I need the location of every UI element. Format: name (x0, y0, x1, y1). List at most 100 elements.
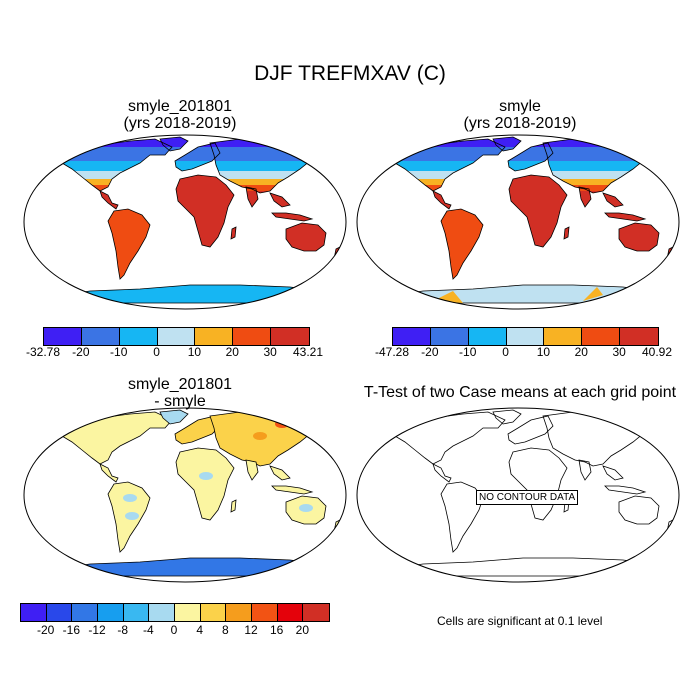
continent-seasia (269, 465, 291, 481)
continent-europe (174, 415, 221, 445)
colorbar-3 (20, 603, 330, 622)
colorbar-swatch (582, 328, 621, 345)
continent-india (245, 459, 259, 481)
colorbar-tick-label: -20 (421, 345, 439, 359)
colorbar-tick-label: 43.21 (292, 345, 324, 359)
colorbar-swatch (21, 604, 47, 621)
colorbar-tick-label: 4 (196, 623, 203, 637)
colorbar-tick-label: 16 (269, 623, 284, 637)
panel-3-map (23, 407, 347, 583)
continent-india (578, 459, 592, 481)
continent-antarctica (49, 284, 321, 304)
continent-madagascar (230, 226, 237, 240)
colorbar-tick-label: 8 (221, 623, 229, 637)
colorbar-swatch (468, 328, 507, 345)
colorbar-tick-label: -16 (62, 623, 80, 637)
continent-australia (618, 222, 660, 252)
colorbar-tick-label: -10 (459, 345, 477, 359)
continent-seasia (602, 465, 624, 481)
continent-camerica (99, 463, 119, 483)
colorbar-swatch (174, 604, 201, 621)
panel-1-title-line1: smyle_201801 (127, 98, 233, 115)
colorbar-swatch (97, 604, 124, 621)
continent-australia (285, 222, 327, 252)
continent-greenland (492, 136, 522, 152)
colorbar-swatch (81, 328, 120, 345)
colorbar-tick-label: -12 (88, 623, 106, 637)
continent-namerica (49, 411, 173, 465)
colorbar-swatch (303, 604, 329, 621)
continent-africa (508, 174, 568, 248)
continent-camerica (432, 463, 452, 483)
no-contour-data-label: NO CONTOUR DATA (476, 490, 579, 505)
colorbar-tick-label: 10 (187, 345, 202, 359)
temperature-band (383, 161, 673, 171)
continent-indonesia (271, 485, 314, 495)
colorbar-tick-label: 20 (225, 345, 239, 359)
colorbar-swatch (195, 328, 234, 345)
panel-1-map (23, 134, 347, 310)
colorbar-tick-label: 0 (502, 345, 509, 359)
colorbar-1-ticks: -32.78 -20 -10 0 10 20 30 43.21 (26, 345, 323, 361)
colorbar-swatch (277, 604, 304, 621)
colorbar-swatch (620, 328, 658, 345)
anomaly-patch (199, 472, 213, 480)
colorbar-swatch (157, 328, 196, 345)
figure-title: DJF TREFMXAV (C) (254, 62, 446, 85)
colorbar-swatch (393, 328, 431, 345)
colorbar-tick-label: 20 (574, 345, 588, 359)
colorbar-swatch (123, 604, 150, 621)
panel-4-title: T-Test of two Case means at each grid po… (363, 384, 677, 401)
colorbar-tick-label: 12 (244, 623, 258, 637)
continent-europe (174, 142, 221, 172)
continent-madagascar (230, 499, 237, 513)
continent-seasia (269, 192, 291, 208)
colorbar-swatch (271, 328, 309, 345)
continent-asia (542, 409, 659, 467)
continent-india (578, 186, 592, 208)
continent-greenland (159, 409, 189, 425)
colorbar-tick-label: 0 (170, 623, 178, 637)
temperature-band (50, 147, 340, 161)
temperature-band (50, 161, 340, 171)
continent-greenland (492, 409, 522, 425)
colorbar-tick-label: 30 (612, 345, 626, 359)
colorbar-swatch (46, 604, 73, 621)
continent-namerica (382, 411, 506, 465)
map-border (356, 134, 680, 310)
colorbar-tick-label: 0 (153, 345, 160, 359)
continent-europe (507, 415, 554, 445)
panel-3-title-line2: - smyle (154, 393, 206, 410)
colorbar-swatch (119, 328, 158, 345)
continent-seasia (602, 192, 624, 208)
continent-indonesia (604, 212, 647, 222)
panel-2-title: smyle (yrs 2018-2019) (360, 98, 680, 132)
continent-africa (175, 447, 235, 521)
colorbar-swatch (226, 604, 252, 621)
anomaly-patch (53, 422, 67, 430)
continent-madagascar (563, 226, 570, 240)
colorbar-swatch (149, 604, 175, 621)
significance-note: Cells are significant at 0.1 level (437, 614, 603, 628)
continent-europe (507, 142, 554, 172)
map-border (356, 407, 680, 583)
colorbar-swatch (44, 328, 82, 345)
anomaly-patch (125, 512, 139, 520)
colorbar-tick-label: -47.28 (374, 345, 410, 359)
colorbar-tick-label: -20 (72, 345, 90, 359)
anomaly-patch (299, 504, 313, 512)
continent-asia (209, 409, 326, 467)
colorbar-3-ticks: -20 -16 -12 -8 -4 0 4 8 12 16 20 (20, 623, 328, 639)
colorbar-2-ticks: -47.28 -20 -10 0 10 20 30 40.92 (375, 345, 672, 361)
continent-africa (175, 174, 235, 248)
continent-africa (508, 447, 568, 521)
colorbar-swatch (233, 328, 272, 345)
panel-2-title-line2: (yrs 2018-2019) (463, 115, 577, 132)
colorbar-tick-label: 40.92 (641, 345, 673, 359)
panel-1-title-line2: (yrs 2018-2019) (123, 115, 237, 132)
colorbar-2 (392, 327, 659, 346)
colorbar-tick-label: 30 (263, 345, 277, 359)
map-border (23, 134, 347, 310)
map-border (23, 407, 347, 583)
colorbar-tick-label: -8 (117, 623, 128, 637)
